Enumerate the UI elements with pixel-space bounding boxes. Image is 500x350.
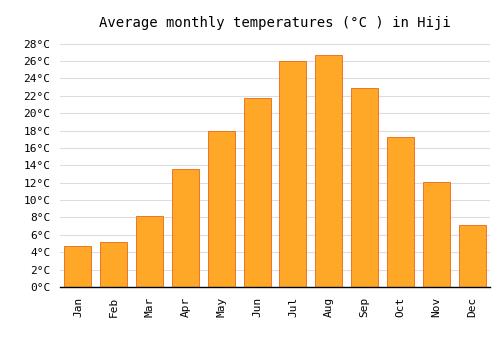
- Bar: [387, 136, 414, 287]
- Bar: [280, 61, 306, 287]
- Bar: [351, 88, 378, 287]
- Title: Average monthly temperatures (°C ) in Hiji: Average monthly temperatures (°C ) in Hi…: [99, 16, 451, 30]
- Bar: [136, 216, 163, 287]
- Bar: [208, 132, 234, 287]
- Bar: [458, 225, 485, 287]
- Bar: [316, 55, 342, 287]
- Bar: [244, 98, 270, 287]
- Bar: [423, 182, 450, 287]
- Bar: [64, 246, 92, 287]
- Bar: [172, 169, 199, 287]
- Bar: [100, 242, 127, 287]
